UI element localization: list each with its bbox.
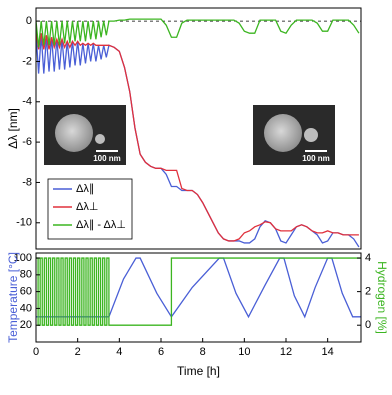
- plot-frame: [35, 7, 362, 250]
- scale-label: 100 nm: [302, 154, 330, 163]
- y-axis-label: Δλ [nm]: [6, 108, 20, 149]
- series-line: [36, 257, 361, 319]
- plot-area: [36, 18, 361, 248]
- y-tick-label: -6: [22, 136, 32, 148]
- y2-tick-label: 0: [365, 319, 371, 331]
- series-line: [36, 31, 359, 242]
- x-tick-label: 2: [75, 346, 81, 358]
- y-tick-label: 0: [26, 15, 32, 27]
- x-tick-label: 10: [238, 346, 250, 358]
- y2-tick-label: 4: [365, 252, 371, 264]
- plot-frame: [35, 252, 362, 343]
- y-axis-label: Temperature [°C]: [6, 252, 20, 343]
- y-tick-label: 40: [20, 302, 32, 314]
- x-tick-label: 6: [158, 346, 164, 358]
- y-tick-label: 20: [20, 319, 32, 331]
- y-tick-label: -2: [22, 55, 32, 67]
- plot-area: [36, 257, 361, 326]
- y-tick-label: 100: [14, 252, 32, 264]
- series-line: [36, 18, 360, 48]
- scale-label: 100 nm: [93, 154, 121, 163]
- legend-label: Δλ∥ - Δλ⊥: [76, 219, 126, 231]
- top-panel: 0 -2 -4 -6 -8 -10 Δλ [nm] Δλ∥ Δλ⊥ Δλ∥ - Δλ⊥ 100 nm…: [6, 7, 362, 250]
- y-tick-label: -10: [16, 217, 32, 229]
- x-tick-label: 4: [116, 346, 122, 358]
- y2-axis-label: Hydrogen [%]: [375, 261, 389, 334]
- y2-tick-label: 2: [365, 286, 371, 298]
- x-tick-label: 12: [280, 346, 292, 358]
- x-tick-label: 14: [322, 346, 334, 358]
- y-tick-label: -4: [22, 96, 32, 108]
- x-tick-label: 0: [33, 346, 39, 358]
- inset-image: 100 nm: [253, 105, 335, 165]
- y-tick-label: -8: [22, 176, 32, 188]
- y-tick-label: 60: [20, 286, 32, 298]
- series-line: [36, 257, 361, 326]
- legend-label: Δλ⊥: [76, 201, 98, 213]
- legend-label: Δλ∥: [76, 183, 94, 195]
- x-tick-label: 8: [200, 346, 206, 358]
- inset-image: 100 nm: [44, 105, 126, 165]
- x-axis-label: Time [h]: [177, 364, 220, 378]
- y-tick-label: 80: [20, 269, 32, 281]
